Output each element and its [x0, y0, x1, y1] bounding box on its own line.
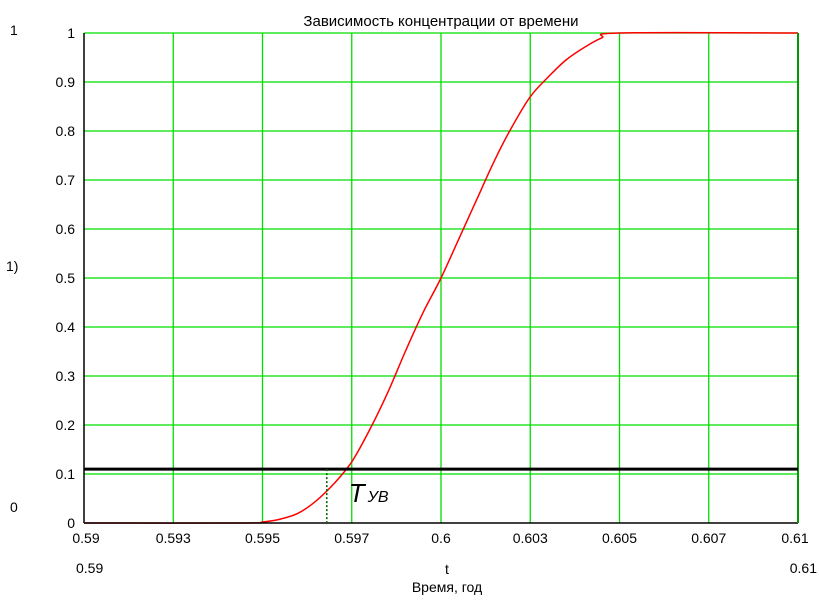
y-tick-label: 0 — [67, 515, 75, 531]
x-tick-label: 0.595 — [245, 530, 280, 546]
x-axis-label-secondary: Время, год — [412, 579, 482, 595]
x-tick-label: 0.603 — [513, 530, 548, 546]
y-tick-label: 0.4 — [56, 319, 76, 335]
marker-label-sub: УВ — [367, 489, 389, 506]
curve-layer — [83, 31, 799, 524]
y-tick-label: 0.1 — [56, 466, 76, 482]
x-tick-label: 0.61 — [781, 530, 808, 546]
y-tick-label: 0.3 — [56, 368, 76, 384]
x-tick-label: 0.593 — [156, 530, 191, 546]
labels: Зависимость концентрации от времени 1) 1… — [6, 13, 817, 595]
x-tick-label: 0.607 — [691, 530, 726, 546]
y-tick-label: 0.6 — [56, 221, 76, 237]
marker-label-main: T — [349, 478, 367, 508]
x-range-min-label: 0.59 — [76, 560, 103, 576]
marker-label: T УВ — [349, 478, 389, 508]
y-tick-label: 1 — [67, 25, 75, 41]
x-axis-label: t — [445, 561, 449, 577]
y-axis-label: 1) — [6, 258, 18, 274]
y-range-max-label: 1 — [10, 22, 18, 38]
x-tick-label: 0.597 — [334, 530, 369, 546]
y-tick-label: 0.9 — [56, 74, 76, 90]
y-tick-label: 0.7 — [56, 172, 76, 188]
x-range-max-label: 0.61 — [790, 560, 817, 576]
chart-title: Зависимость концентрации от времени — [303, 13, 578, 30]
x-tick-label: 0.6 — [431, 530, 451, 546]
x-tick-label: 0.605 — [602, 530, 637, 546]
concentration-curve — [83, 31, 799, 524]
x-tick-label: 0.59 — [72, 530, 99, 546]
y-tick-label: 0.5 — [56, 270, 76, 286]
y-tick-label: 0.8 — [56, 123, 76, 139]
y-range-min-label: 0 — [10, 499, 18, 515]
y-tick-label: 0.2 — [56, 417, 76, 433]
overlay: T УВ — [83, 33, 799, 524]
